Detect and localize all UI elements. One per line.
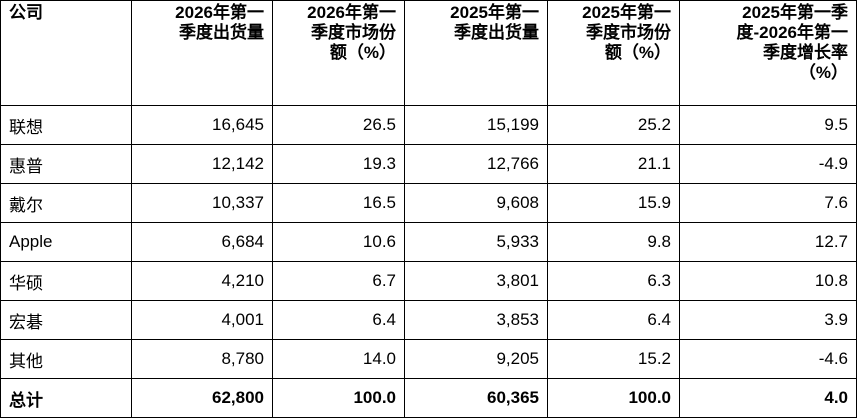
- company-cell: 总计: [0, 378, 132, 418]
- header-text: 季度市场份: [586, 23, 671, 42]
- value-cell: -4.9: [679, 144, 857, 184]
- data-row: 联想 16,645 26.5 15,199 25.2 9.5: [0, 105, 857, 145]
- value-cell: 9.5: [679, 105, 857, 145]
- value-cell: 25.2: [547, 105, 680, 145]
- header-text: 2025年第一: [582, 3, 671, 22]
- header-text: 2026年第一: [175, 3, 264, 22]
- value-cell: 6.4: [547, 300, 680, 340]
- company-cell: 华硕: [0, 261, 132, 301]
- value-cell: 60,365: [404, 378, 548, 418]
- value-cell: 6.7: [272, 261, 405, 301]
- value-cell: 100.0: [272, 378, 405, 418]
- value-cell: 5,933: [404, 222, 548, 262]
- header-text: 季度市场份: [311, 23, 396, 42]
- table-body: 联想 16,645 26.5 15,199 25.2 9.5 惠普 12,142 19.3 12,…: [0, 105, 857, 418]
- value-cell: 3,801: [404, 261, 548, 301]
- value-cell: 4,210: [131, 261, 273, 301]
- header-cell: 2025年第一 季度出货量: [404, 0, 548, 106]
- value-cell: 6.3: [547, 261, 680, 301]
- header-text: 额（%）: [329, 43, 396, 62]
- value-cell: 9,205: [404, 339, 548, 379]
- data-row: Apple 6,684 10.6 5,933 9.8 12.7: [0, 222, 857, 262]
- value-cell: 16.5: [272, 183, 405, 223]
- header-text: 额（%）: [604, 43, 671, 62]
- value-cell: 15,199: [404, 105, 548, 145]
- header-text: 2025年第一季: [742, 3, 848, 22]
- header-cell: 2025年第一 季度市场份 额（%）: [547, 0, 680, 106]
- value-cell: 4.0: [679, 378, 857, 418]
- total-row: 总计 62,800 100.0 60,365 100.0 4.0: [0, 378, 857, 418]
- header-text: 季度出货量: [179, 23, 264, 42]
- value-cell: 15.9: [547, 183, 680, 223]
- value-cell: 10.6: [272, 222, 405, 262]
- header-text: 2026年第一: [307, 3, 396, 22]
- data-row: 其他 8,780 14.0 9,205 15.2 -4.6: [0, 339, 857, 379]
- value-cell: 3,853: [404, 300, 548, 340]
- value-cell: 12,766: [404, 144, 548, 184]
- header-cell: 公司: [0, 0, 132, 106]
- value-cell: 19.3: [272, 144, 405, 184]
- header-text: （%）: [798, 63, 848, 82]
- value-cell: 10.8: [679, 261, 857, 301]
- value-cell: 26.5: [272, 105, 405, 145]
- header-row: 公司 2026年第一 季度出货量 2026年第一 季度市场份 额（%） 2025年第一 季度出…: [0, 0, 857, 106]
- data-row: 戴尔 10,337 16.5 9,608 15.9 7.6: [0, 183, 857, 223]
- company-cell: 宏碁: [0, 300, 132, 340]
- value-cell: 12.7: [679, 222, 857, 262]
- value-cell: 3.9: [679, 300, 857, 340]
- header-text: 度-2026年第一: [736, 23, 848, 42]
- value-cell: 21.1: [547, 144, 680, 184]
- value-cell: 100.0: [547, 378, 680, 418]
- value-cell: 15.2: [547, 339, 680, 379]
- value-cell: 6,684: [131, 222, 273, 262]
- value-cell: 9,608: [404, 183, 548, 223]
- header-cell: 2025年第一季 度-2026年第一 季度增长率 （%）: [679, 0, 857, 106]
- value-cell: 14.0: [272, 339, 405, 379]
- company-cell: 联想: [0, 105, 132, 145]
- value-cell: 12,142: [131, 144, 273, 184]
- header-text: 季度增长率: [763, 43, 848, 62]
- value-cell: -4.6: [679, 339, 857, 379]
- data-row: 华硕 4,210 6.7 3,801 6.3 10.8: [0, 261, 857, 301]
- header-text: 公司: [9, 3, 43, 22]
- header-text: 季度出货量: [454, 23, 539, 42]
- header-cell: 2026年第一 季度出货量: [131, 0, 273, 106]
- value-cell: 9.8: [547, 222, 680, 262]
- value-cell: 10,337: [131, 183, 273, 223]
- company-cell: 其他: [0, 339, 132, 379]
- value-cell: 8,780: [131, 339, 273, 379]
- header-text: 2025年第一: [450, 3, 539, 22]
- header-cell: 2026年第一 季度市场份 额（%）: [272, 0, 405, 106]
- company-cell: 戴尔: [0, 183, 132, 223]
- company-cell: Apple: [0, 222, 132, 262]
- data-row: 宏碁 4,001 6.4 3,853 6.4 3.9: [0, 300, 857, 340]
- value-cell: 7.6: [679, 183, 857, 223]
- value-cell: 4,001: [131, 300, 273, 340]
- value-cell: 6.4: [272, 300, 405, 340]
- value-cell: 16,645: [131, 105, 273, 145]
- data-row: 惠普 12,142 19.3 12,766 21.1 -4.9: [0, 144, 857, 184]
- value-cell: 62,800: [131, 378, 273, 418]
- company-cell: 惠普: [0, 144, 132, 184]
